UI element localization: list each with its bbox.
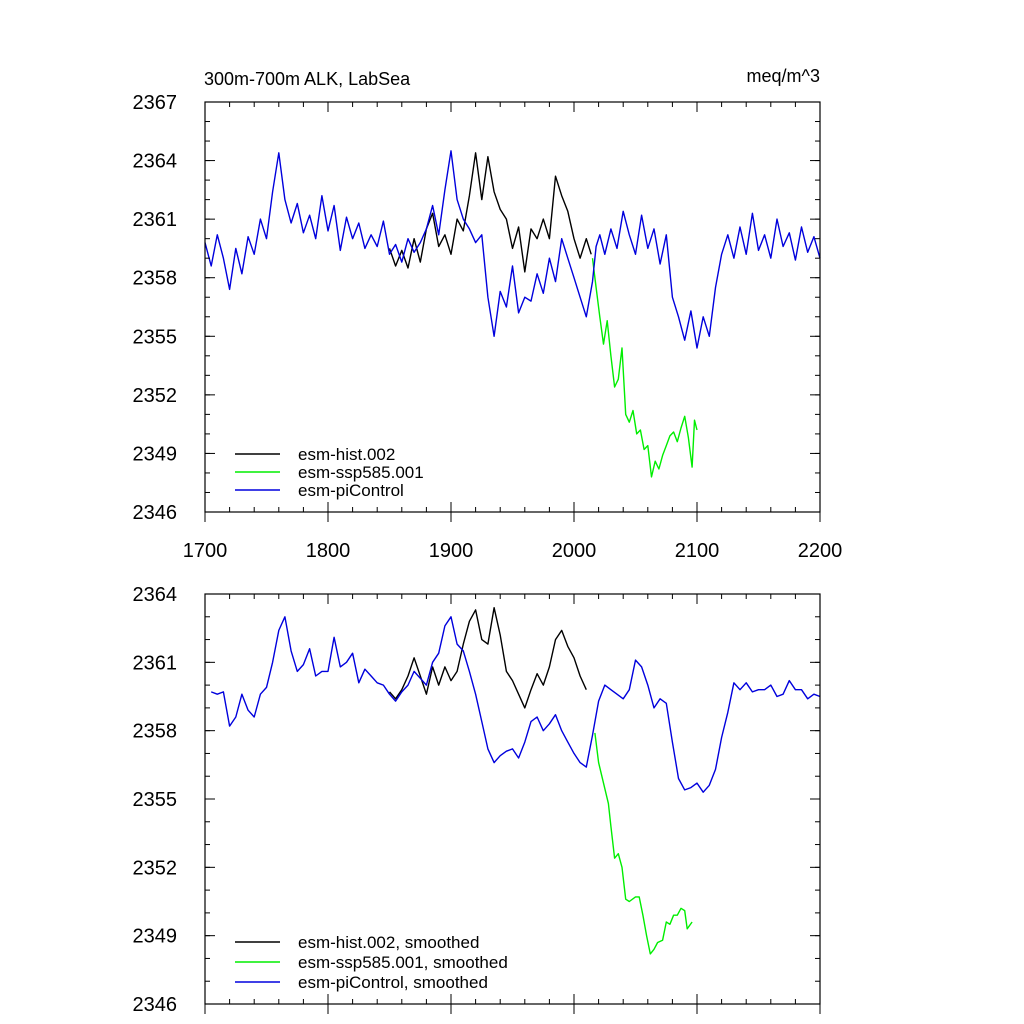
bottom-x-axis bbox=[204, 594, 821, 1014]
y-tick-label: 2367 bbox=[133, 92, 178, 114]
x-tick-label: 1800 bbox=[306, 540, 351, 562]
y-tick-label: 2349 bbox=[133, 443, 178, 465]
top-y-axis: 2346 2349 2352 2355 2358 2361 2364 2367 bbox=[133, 92, 820, 524]
y-tick-label: 2355 bbox=[133, 326, 178, 348]
y-tick-label: 2352 bbox=[133, 857, 178, 879]
top-plot-frame bbox=[204, 101, 821, 513]
legend-label: esm-ssp585.001 bbox=[298, 463, 424, 482]
series-line-0-1 bbox=[591, 258, 698, 478]
y-tick-label: 2346 bbox=[133, 502, 178, 524]
y-tick-label: 2355 bbox=[133, 789, 178, 811]
y-tick-label: 2358 bbox=[133, 721, 178, 743]
y-tick-label: 2358 bbox=[133, 268, 178, 290]
y-tick-label: 2364 bbox=[133, 584, 178, 606]
legend-label: esm-hist.002 bbox=[298, 445, 395, 464]
y-tick-label: 2346 bbox=[133, 994, 178, 1016]
y-tick-label: 2352 bbox=[133, 385, 178, 407]
series-line-0-2 bbox=[204, 150, 821, 349]
y-tick-label: 2364 bbox=[133, 151, 178, 173]
y-tick-label: 2361 bbox=[133, 209, 178, 231]
y-tick-label: 2349 bbox=[133, 926, 178, 948]
x-tick-label: 2100 bbox=[675, 540, 720, 562]
y-tick-label: 2361 bbox=[133, 652, 178, 674]
bottom-panel: 2346 2349 2352 2355 2358 2361 2364 esm-hist.00… bbox=[133, 584, 821, 1016]
top-x-axis: 1700 1800 1900 2000 2100 2200 bbox=[183, 102, 843, 562]
series-line-1-2 bbox=[210, 616, 821, 793]
x-tick-label: 1900 bbox=[429, 540, 474, 562]
series-line-0-0 bbox=[388, 152, 592, 273]
x-tick-label: 1700 bbox=[183, 540, 228, 562]
top-panel-units: meq/m^3 bbox=[747, 66, 820, 86]
legend-label: esm-hist.002, smoothed bbox=[298, 933, 479, 952]
x-tick-label: 2000 bbox=[552, 540, 597, 562]
x-tick-label: 2200 bbox=[798, 540, 843, 562]
legend-label: esm-ssp585.001, smoothed bbox=[298, 953, 508, 972]
series-line-1-1 bbox=[594, 732, 693, 955]
series-line-1-0 bbox=[388, 607, 587, 709]
bottom-y-axis: 2346 2349 2352 2355 2358 2361 2364 bbox=[133, 584, 820, 1016]
legend-label: esm-piControl bbox=[298, 481, 404, 500]
legend-label: esm-piControl, smoothed bbox=[298, 973, 488, 992]
top-panel: 300m-700m ALK, LabSea meq/m^3 2346234923… bbox=[133, 66, 843, 562]
top-panel-title: 300m-700m ALK, LabSea bbox=[204, 69, 411, 89]
